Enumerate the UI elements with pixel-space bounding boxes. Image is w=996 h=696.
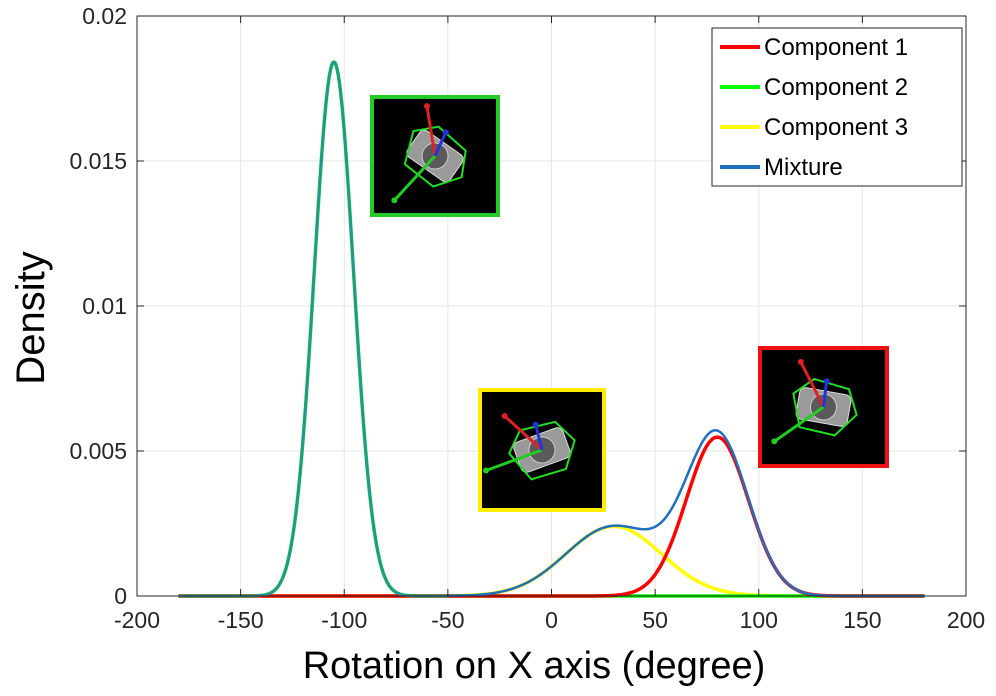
x-tick-label: 200	[947, 607, 985, 633]
legend: Component 1 Component 2 Component 3 Mixture	[711, 27, 963, 187]
pose-axis	[822, 381, 829, 408]
x-tick-label: -150	[218, 607, 264, 633]
x-tick-label: -100	[321, 607, 367, 633]
y-tick-label: 0.02	[82, 3, 127, 29]
pose-axis-tip	[797, 358, 804, 365]
pose-axis	[485, 448, 543, 472]
x-axis-label: Rotation on X axis (degree)	[303, 645, 766, 687]
pose-axis	[503, 414, 544, 452]
pose-axis-tip	[771, 438, 778, 445]
x-tick-label: -200	[114, 607, 160, 633]
pose-inset-1	[370, 95, 500, 217]
part-outline	[403, 125, 467, 188]
x-tick-label: 0	[545, 607, 558, 633]
pose-axis	[393, 154, 437, 202]
legend-label-component-3: Component 3	[764, 114, 908, 141]
pose-axis-tip	[501, 413, 508, 420]
legend-label-mixture: Mixture	[764, 154, 843, 181]
pose-inset-2	[478, 388, 606, 512]
x-tick-label: -50	[431, 607, 464, 633]
pose-axis	[534, 424, 544, 451]
x-tick-label: 100	[740, 607, 778, 633]
pose-axis-tip	[823, 378, 830, 385]
y-tick-label: 0.005	[69, 438, 127, 464]
pose-axis	[773, 405, 825, 443]
pose-axis-tip	[483, 467, 489, 474]
legend-label-component-1: Component 1	[764, 34, 908, 61]
x-tick-label: 50	[642, 607, 668, 633]
pose-axis-tip	[532, 421, 539, 428]
pose-axis	[425, 105, 437, 157]
pose-axis-tip	[423, 103, 430, 110]
pose-inset-3	[758, 346, 889, 468]
legend-label-component-2: Component 2	[764, 74, 908, 101]
legend-box	[711, 27, 963, 187]
pose-axis	[799, 361, 825, 408]
pose-axis-tip	[442, 129, 449, 136]
y-tick-label: 0	[114, 583, 127, 609]
pose-axis	[433, 131, 448, 157]
pose-axis-tip	[391, 197, 398, 204]
x-tick-label: 150	[843, 607, 881, 633]
pose-insets	[370, 95, 889, 512]
y-axis-label: Density	[9, 251, 53, 384]
y-tick-label: 0.015	[69, 148, 127, 174]
y-tick-label: 0.01	[82, 293, 127, 319]
axis-ticks: -200 -150 -100 -50 0 50 100 150 200 0 0.005 0.01 0.0…	[69, 3, 985, 633]
part-outline	[792, 377, 858, 437]
